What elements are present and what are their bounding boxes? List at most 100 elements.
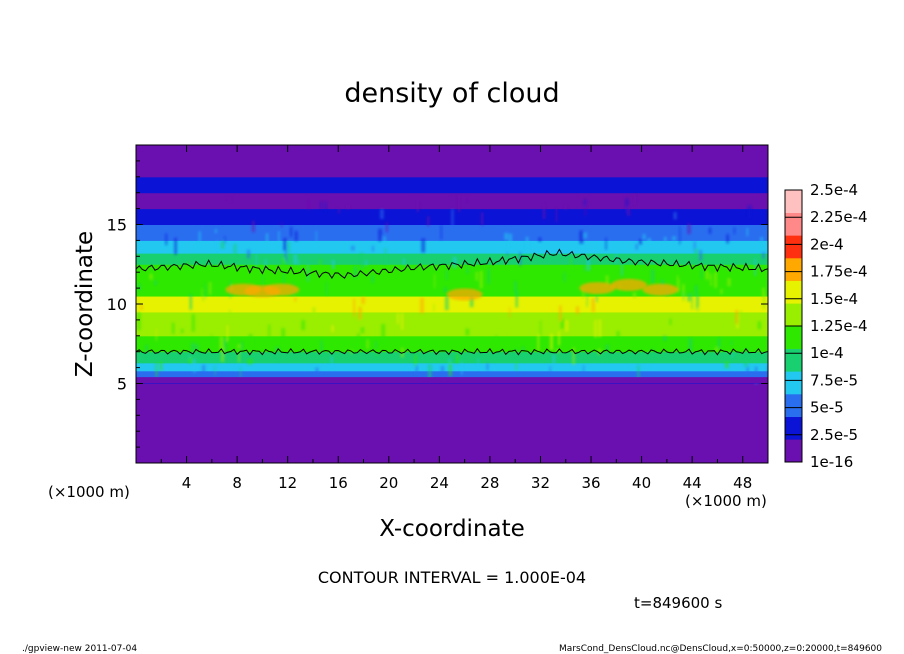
field-texture-mark [717, 338, 721, 349]
colorbar-swatch [785, 280, 802, 304]
field-texture-mark [760, 237, 764, 242]
field-texture-mark [214, 364, 216, 376]
x-tick-label: 4 [182, 474, 192, 492]
field-texture-mark [552, 354, 556, 370]
x-tick-label: 24 [430, 474, 449, 492]
field-band [136, 253, 768, 265]
plot-area [136, 145, 768, 463]
field-maximum [579, 282, 616, 295]
colorbar-label: 7.5e-5 [810, 371, 858, 389]
field-texture-mark [651, 269, 655, 284]
field-texture-mark [294, 297, 297, 302]
contour-line-lower [136, 347, 768, 356]
field-texture-mark [679, 226, 681, 245]
field-texture-mark [727, 278, 731, 287]
field-texture-mark [224, 236, 226, 244]
field-texture-mark [414, 354, 417, 368]
colorbar-swatch [785, 394, 802, 417]
field-texture-mark [237, 344, 241, 349]
field-texture-mark [202, 364, 206, 380]
x-tick-label: 20 [379, 474, 398, 492]
field-texture-mark [137, 283, 141, 291]
field-texture-mark [539, 320, 542, 338]
field-texture-mark [582, 365, 585, 374]
field-texture-mark [615, 253, 618, 264]
field-texture-mark [730, 341, 733, 346]
field-texture-mark [486, 363, 489, 371]
field-texture-mark [220, 240, 225, 249]
field-texture-mark [281, 222, 283, 228]
field-texture-mark [380, 209, 384, 219]
field-maximum [225, 283, 262, 296]
field-texture-mark [189, 294, 193, 310]
field-texture-mark [331, 259, 335, 270]
field-texture-mark [191, 342, 195, 358]
field-texture-mark [559, 305, 562, 321]
field-texture-mark [216, 240, 218, 252]
field-texture-mark [312, 307, 316, 319]
field-texture-mark [746, 366, 749, 374]
field-texture-mark [293, 253, 298, 265]
field-texture-mark [676, 275, 679, 293]
field-texture-mark [584, 205, 587, 217]
time-label: t=849600 s [634, 594, 722, 612]
field-texture-mark [155, 362, 158, 377]
field-texture-mark [515, 362, 518, 371]
field-texture-mark [748, 205, 752, 219]
field-band [136, 224, 768, 241]
field-texture-mark [595, 295, 598, 303]
field-texture-mark [697, 307, 700, 313]
field-texture-mark [475, 271, 478, 281]
field-band [136, 362, 768, 372]
field-texture-mark [330, 356, 333, 368]
colorbar-swatch [785, 190, 802, 213]
colorbar-swatch [785, 371, 802, 395]
field-texture-mark [762, 292, 766, 309]
field-texture-mark [660, 280, 665, 288]
field-texture-mark [202, 296, 205, 302]
field-texture-mark [724, 361, 729, 369]
y-tick-label: 5 [117, 375, 127, 394]
field-texture-mark [353, 266, 358, 279]
field-texture-mark [353, 298, 356, 317]
x-axis: 4 8 12 16 20 24 28 32 36 40 44 48 [135, 145, 769, 492]
field-texture-mark [635, 243, 639, 250]
field-texture-mark [733, 227, 736, 235]
field-texture-mark [159, 361, 163, 371]
field-texture-mark [673, 212, 677, 220]
field-texture-mark [549, 366, 552, 375]
field-texture-mark [570, 257, 573, 276]
field-texture-mark [663, 236, 667, 242]
field-band [136, 311, 768, 337]
field-texture-mark [385, 222, 388, 233]
field-texture-mark [633, 194, 637, 205]
field-texture-mark [220, 346, 225, 362]
colorbar-label: 2.25e-4 [810, 208, 868, 226]
field-texture-mark [506, 252, 508, 257]
colorbar: 1e-16 2.5e-5 5e-5 7.5e-5 1e-4 1.25e-4 1.5e-4 1.… [784, 181, 868, 471]
field-texture-mark [433, 303, 435, 312]
field-texture-mark [466, 266, 469, 274]
x-tick-label: 8 [232, 474, 242, 492]
field-texture-mark [591, 298, 595, 313]
field-texture-mark [384, 247, 387, 266]
field-texture-mark [427, 216, 430, 227]
x-tick-label: 32 [531, 474, 550, 492]
colorbar-label: 1e-4 [810, 344, 844, 362]
field-texture-mark [525, 236, 529, 254]
field-texture-mark [514, 281, 517, 293]
field-texture-mark [477, 358, 479, 370]
field-texture-mark [466, 197, 468, 204]
field-texture-mark [433, 273, 436, 289]
field-texture-mark [358, 306, 362, 320]
x-unit-label-left: (×1000 m) [48, 483, 130, 501]
field-texture-mark [346, 205, 350, 210]
x-tick-label: 28 [480, 474, 499, 492]
field-texture-mark [443, 287, 447, 293]
field-texture [137, 194, 768, 385]
field-texture-mark [224, 339, 227, 356]
field-texture-mark [371, 245, 374, 252]
chart-title: density of cloud [344, 78, 559, 109]
field-texture-mark [735, 309, 739, 324]
